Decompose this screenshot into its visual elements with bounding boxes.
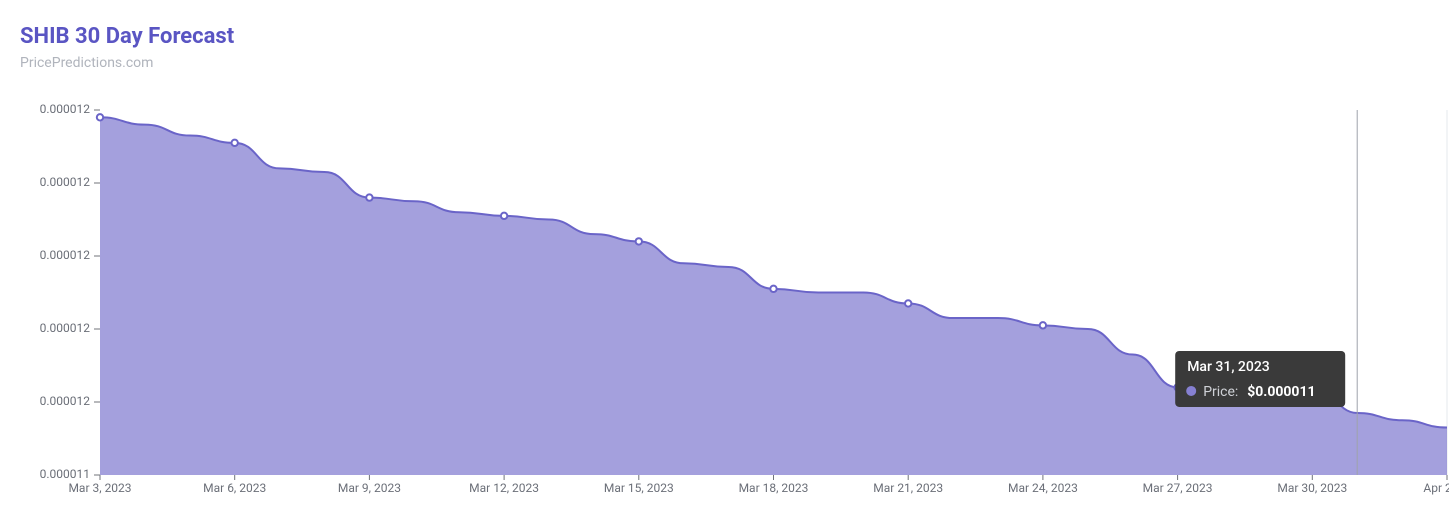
y-tick-label: 0.000012 xyxy=(40,394,91,408)
series-marker xyxy=(770,286,776,292)
x-tick-label: Mar 3, 2023 xyxy=(68,481,131,495)
tooltip: Mar 31, 2023 Price: $0.000011 xyxy=(1175,351,1345,407)
x-tick-label: Mar 9, 2023 xyxy=(338,481,401,495)
y-tick-label: 0.000012 xyxy=(40,321,91,335)
chart-subtitle: PricePredictions.com xyxy=(20,55,1435,71)
series-marker xyxy=(232,140,238,146)
x-tick-label: Mar 18, 2023 xyxy=(739,481,809,495)
x-tick-label: Mar 24, 2023 xyxy=(1008,481,1078,495)
tooltip-price-label: Price: xyxy=(1203,384,1238,400)
x-tick-label: Mar 12, 2023 xyxy=(469,481,539,495)
series-marker xyxy=(636,238,642,244)
x-tick-label: Apr 2, 20 xyxy=(1423,481,1449,495)
y-tick-label: 0.000011 xyxy=(40,467,90,481)
x-tick-label: Mar 30, 2023 xyxy=(1277,481,1347,495)
y-tick-label: 0.000012 xyxy=(40,175,91,189)
y-tick-label: 0.000012 xyxy=(40,248,91,262)
tooltip-swatch-icon xyxy=(1186,386,1196,396)
series-marker xyxy=(366,194,372,200)
chart-title: SHIB 30 Day Forecast xyxy=(20,24,1435,49)
chart-area[interactable]: 0.000012 0.000012 0.000012 0.000012 0.000012… xyxy=(20,100,1449,497)
x-tick-label: Mar 21, 2023 xyxy=(873,481,943,495)
y-tick-label: 0.000012 xyxy=(40,102,91,116)
tooltip-date: Mar 31, 2023 xyxy=(1187,359,1270,375)
series-marker xyxy=(97,114,103,120)
x-tick-label: Mar 6, 2023 xyxy=(203,481,266,495)
x-tick-label: Mar 27, 2023 xyxy=(1143,481,1213,495)
series-marker xyxy=(905,300,911,306)
x-tick-label: Mar 15, 2023 xyxy=(604,481,674,495)
series-marker xyxy=(501,213,507,219)
tooltip-price-value: $0.000011 xyxy=(1247,383,1315,400)
series-marker xyxy=(1040,322,1046,328)
